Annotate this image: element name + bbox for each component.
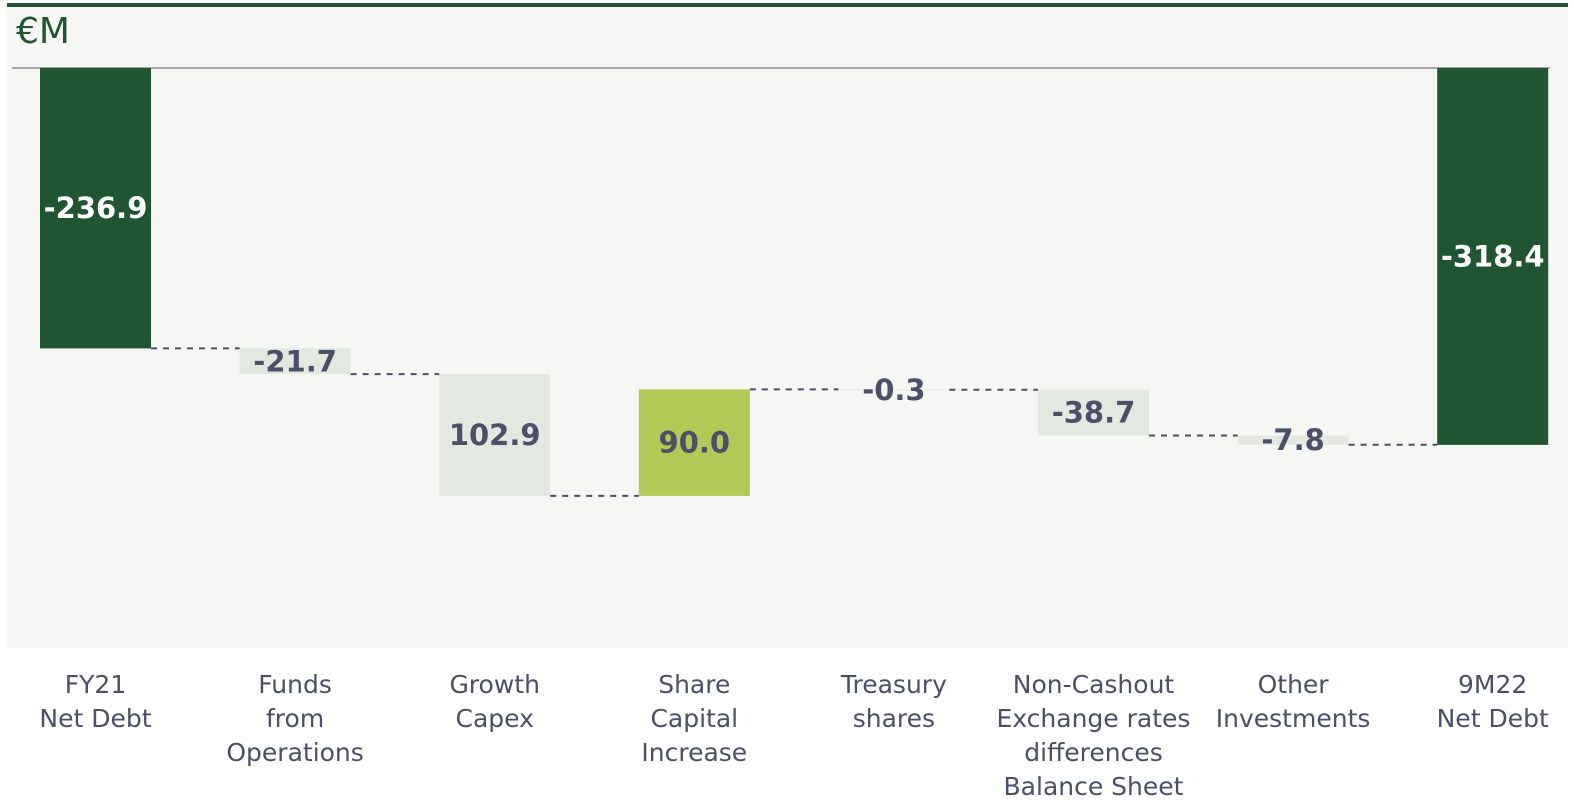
x-tick-label: Growth Capex: [449, 670, 540, 733]
value-label: -0.3: [862, 373, 925, 407]
x-tick-label: Share Capital Increase: [641, 670, 748, 767]
bar: [1038, 389, 1149, 436]
plot-area: [7, 6, 1568, 648]
chart-title: €M: [16, 11, 70, 52]
x-tick-label: Other Investments: [1215, 670, 1371, 733]
x-tick-label: Non-Cashout Exchange rates differences B…: [996, 670, 1191, 801]
value-label: -38.7: [1052, 396, 1136, 430]
value-label: -318.4: [1441, 239, 1545, 273]
value-label: -7.8: [1261, 423, 1324, 457]
value-label: 90.0: [659, 426, 731, 460]
bar: [1437, 68, 1549, 445]
x-tick-label: Funds from Operations: [226, 670, 364, 767]
x-tick-label: FY21 Net Debt: [39, 670, 152, 733]
bar: [638, 389, 750, 496]
value-label: 102.9: [449, 418, 541, 452]
value-label: -236.9: [44, 191, 148, 225]
bar: [1237, 435, 1349, 445]
bar: [439, 374, 551, 496]
top-rule: [7, 3, 1568, 7]
value-label: -21.7: [253, 344, 337, 378]
bar: [838, 389, 950, 391]
x-tick-label: 9M22 Net Debt: [1436, 670, 1549, 733]
bar: [40, 68, 151, 349]
bar: [239, 348, 351, 375]
x-tick-label: Treasury shares: [840, 670, 947, 733]
